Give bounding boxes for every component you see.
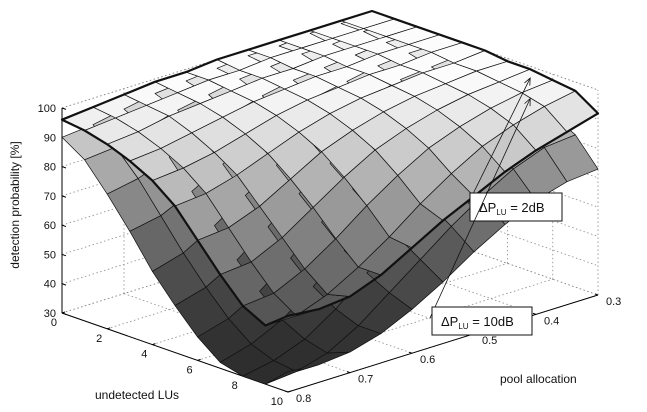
y-tick-mark — [594, 293, 599, 296]
annotation-label: ΔPLU = 10dB — [441, 314, 514, 331]
x-tick-mark — [107, 327, 111, 330]
x-tick-mark — [287, 390, 292, 393]
annotation-arrow — [429, 98, 531, 319]
y-axis-label: pool allocation — [500, 372, 577, 386]
z-tick-mark — [61, 253, 67, 257]
z-axis-label: detection probability [%] — [8, 141, 22, 268]
z-tick-label: 100 — [38, 103, 56, 115]
x-tick-mark — [152, 343, 156, 346]
x-tick-label: 4 — [141, 349, 147, 361]
z-tick-label: 60 — [44, 220, 56, 232]
arrow-head — [524, 97, 531, 107]
y-tick-mark — [408, 351, 413, 354]
surface-meshes — [60, 9, 600, 385]
z-tick-label: 80 — [44, 162, 56, 174]
arrow-head — [524, 77, 531, 86]
surface-10db-face — [544, 134, 599, 183]
z-tick-label: 30 — [44, 308, 56, 320]
z-tick-mark — [61, 107, 67, 110]
z-tick-mark — [61, 166, 67, 169]
annotations: ΔPLU = 2dB ΔPLU = 10dB — [429, 77, 563, 336]
y-tick-label: 0.6 — [420, 354, 435, 366]
axis-labels: detection probability [%] undetected LUs… — [8, 141, 577, 402]
z-tick-mark — [61, 283, 67, 286]
y-tick-label: 0.4 — [544, 315, 559, 327]
x-tick-label: 8 — [232, 380, 238, 392]
x-tick-label: 0 — [51, 317, 57, 329]
tick-labels: 30 40 50 60 70 80 90 100 0 2 4 6 8 10 0.3 0.4 0.5 0.6 0.7 0… — [38, 103, 622, 408]
z-tick-label: 40 — [44, 279, 56, 291]
z-tick-label: 90 — [44, 132, 56, 144]
z-tick-label: 50 — [44, 249, 56, 261]
annotation-arrow — [467, 77, 531, 205]
z-tick-label: 70 — [44, 191, 56, 203]
x-tick-label: 6 — [186, 364, 192, 376]
surface-2db-outline — [60, 9, 600, 327]
annotation-box — [431, 306, 533, 336]
x-tick-mark — [61, 311, 66, 314]
x-axis-label: undetected LUs — [95, 388, 179, 402]
y-tick-mark — [346, 371, 351, 374]
y-tick-label: 0.3 — [606, 296, 621, 308]
y-tick-label: 0.5 — [482, 335, 497, 347]
y-tick-mark — [284, 390, 289, 393]
y-tick-label: 0.8 — [296, 393, 311, 405]
annotation-label: ΔPLU = 2dB — [479, 200, 545, 217]
y-tick-mark — [532, 312, 537, 315]
x-tick-label: 2 — [96, 333, 102, 345]
z-tick-mark — [61, 224, 67, 228]
y-tick-label: 0.7 — [358, 374, 373, 386]
z-tick-mark — [61, 195, 67, 198]
y-axis-line — [287, 294, 599, 393]
x-tick-mark — [197, 358, 201, 361]
x-tick-label: 10 — [271, 396, 283, 408]
